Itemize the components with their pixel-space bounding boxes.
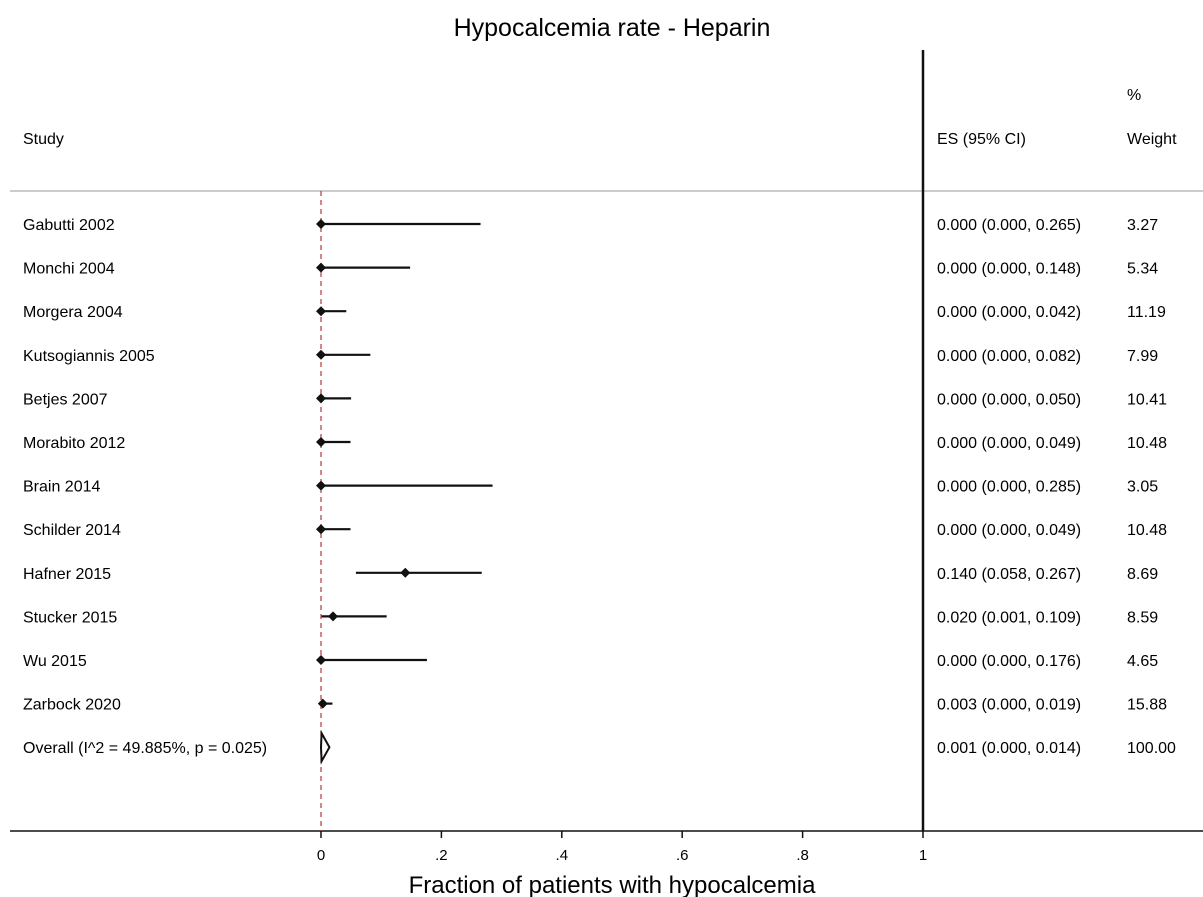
effect-size-text: 0.020 (0.001, 0.109) bbox=[937, 609, 1081, 626]
point-estimate bbox=[316, 524, 326, 535]
overall-effect-size-text: 0.001 (0.000, 0.014) bbox=[937, 740, 1081, 757]
overall-diamond bbox=[319, 729, 331, 765]
weight-text: 8.59 bbox=[1127, 609, 1158, 626]
study-row: Wu 2015 0.000 (0.000, 0.176) 4.65 bbox=[23, 653, 1158, 670]
effect-size-text: 0.003 (0.000, 0.019) bbox=[937, 697, 1081, 714]
study-row: Morgera 2004 0.000 (0.000, 0.042) 11.19 bbox=[23, 304, 1166, 321]
study-rows: Gabutti 2002 0.000 (0.000, 0.265) 3.27 Monc… bbox=[23, 217, 1176, 765]
overall-weight-text: 100.00 bbox=[1127, 740, 1176, 757]
study-name: Stucker 2015 bbox=[23, 609, 117, 626]
point-estimate bbox=[328, 611, 339, 622]
point-estimate bbox=[316, 655, 326, 665]
effect-size-text: 0.000 (0.000, 0.082) bbox=[937, 348, 1081, 365]
point-estimate bbox=[316, 393, 326, 404]
weight-text: 10.41 bbox=[1127, 391, 1167, 408]
weight-text: 3.27 bbox=[1127, 217, 1158, 234]
weight-text: 7.99 bbox=[1127, 348, 1158, 365]
study-row: Stucker 2015 0.020 (0.001, 0.109) 8.59 bbox=[23, 609, 1158, 626]
study-name: Morabito 2012 bbox=[23, 435, 125, 452]
effect-size-text: 0.000 (0.000, 0.049) bbox=[937, 522, 1081, 539]
study-row: Schilder 2014 0.000 (0.000, 0.049) 10.48 bbox=[23, 522, 1167, 539]
point-estimate bbox=[316, 219, 326, 229]
column-header-study: Study bbox=[23, 131, 64, 148]
study-name: Schilder 2014 bbox=[23, 522, 121, 539]
weight-text: 3.05 bbox=[1127, 479, 1158, 496]
effect-size-text: 0.000 (0.000, 0.148) bbox=[937, 261, 1081, 278]
column-header-weight: Weight bbox=[1127, 131, 1177, 148]
effect-size-text: 0.000 (0.000, 0.049) bbox=[937, 435, 1081, 452]
study-name: Monchi 2004 bbox=[23, 261, 115, 278]
x-axis-ticks: 0 .2 .4 .6 .8 1 bbox=[317, 831, 927, 864]
study-row: Gabutti 2002 0.000 (0.000, 0.265) 3.27 bbox=[23, 217, 1158, 234]
x-tick-label: 1 bbox=[919, 847, 927, 864]
study-name: Betjes 2007 bbox=[23, 391, 108, 408]
effect-size-text: 0.000 (0.000, 0.050) bbox=[937, 391, 1081, 408]
study-name: Wu 2015 bbox=[23, 653, 87, 670]
study-name: Hafner 2015 bbox=[23, 566, 111, 583]
point-estimate bbox=[316, 349, 326, 360]
weight-text: 11.19 bbox=[1127, 304, 1166, 321]
x-tick-label: 0 bbox=[317, 847, 325, 864]
study-name: Gabutti 2002 bbox=[23, 217, 115, 234]
study-row: Kutsogiannis 2005 0.000 (0.000, 0.082) 7.9… bbox=[23, 348, 1158, 365]
effect-size-text: 0.000 (0.000, 0.042) bbox=[937, 304, 1081, 321]
x-tick-label: .6 bbox=[676, 847, 689, 864]
study-row: Brain 2014 0.000 (0.000, 0.285) 3.05 bbox=[23, 479, 1158, 496]
effect-size-text: 0.000 (0.000, 0.265) bbox=[937, 217, 1081, 234]
x-tick-label: .8 bbox=[796, 847, 809, 864]
weight-text: 10.48 bbox=[1127, 522, 1167, 539]
effect-size-text: 0.000 (0.000, 0.285) bbox=[937, 479, 1081, 496]
study-row: Morabito 2012 0.000 (0.000, 0.049) 10.48 bbox=[23, 435, 1167, 452]
study-name: Morgera 2004 bbox=[23, 304, 123, 321]
study-name: Kutsogiannis 2005 bbox=[23, 348, 155, 365]
overall-label: Overall (I^2 = 49.885%, p = 0.025) bbox=[23, 740, 267, 757]
x-tick-label: .4 bbox=[556, 847, 569, 864]
study-row: Hafner 2015 0.140 (0.058, 0.267) 8.69 bbox=[23, 566, 1158, 583]
effect-size-text: 0.000 (0.000, 0.176) bbox=[937, 653, 1081, 670]
study-name: Zarbock 2020 bbox=[23, 697, 121, 714]
column-header-weight-pct: % bbox=[1127, 87, 1141, 104]
point-estimate bbox=[316, 480, 326, 491]
weight-text: 10.48 bbox=[1127, 435, 1167, 452]
x-tick-label: .2 bbox=[435, 847, 448, 864]
study-row: Monchi 2004 0.000 (0.000, 0.148) 5.34 bbox=[23, 261, 1158, 278]
x-axis-label: Fraction of patients with hypocalcemia bbox=[409, 872, 817, 897]
study-name: Brain 2014 bbox=[23, 479, 100, 496]
study-row: Zarbock 2020 0.003 (0.000, 0.019) 15.88 bbox=[23, 697, 1167, 714]
point-estimate bbox=[316, 306, 326, 317]
study-row: Betjes 2007 0.000 (0.000, 0.050) 10.41 bbox=[23, 391, 1167, 408]
point-estimate bbox=[316, 437, 326, 447]
overall-row: Overall (I^2 = 49.885%, p = 0.025) 0.001 … bbox=[23, 729, 1176, 765]
chart-title: Hypocalcemia rate - Heparin bbox=[454, 14, 771, 42]
point-estimate bbox=[317, 698, 328, 709]
weight-text: 8.69 bbox=[1127, 566, 1158, 583]
weight-text: 15.88 bbox=[1127, 697, 1167, 714]
point-estimate bbox=[316, 262, 326, 273]
point-estimate bbox=[400, 567, 411, 578]
weight-text: 4.65 bbox=[1127, 653, 1158, 670]
column-header-es: ES (95% CI) bbox=[937, 131, 1026, 148]
effect-size-text: 0.140 (0.058, 0.267) bbox=[937, 566, 1081, 583]
weight-text: 5.34 bbox=[1127, 261, 1158, 278]
